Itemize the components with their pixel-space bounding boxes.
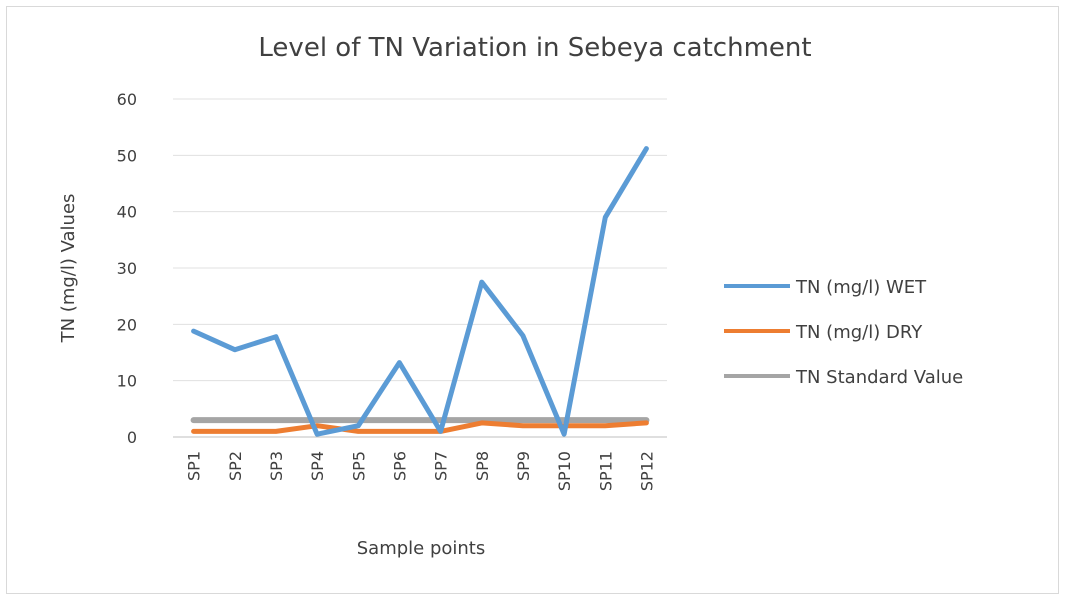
- x-tick-label: SP5: [349, 451, 368, 481]
- x-axis-title: Sample points: [357, 538, 486, 559]
- legend: TN (mg/l) WET TN (mg/l) DRY TN Standard Va…: [724, 277, 963, 388]
- x-tick-label: SP4: [308, 451, 327, 481]
- x-axis-ticks: SP1 SP2 SP3 SP4 SP5 SP6 SP7 SP8 SP9 SP10 SP11 SP12: [185, 451, 657, 491]
- legend-label: TN Standard Value: [795, 367, 963, 388]
- series-line-0: [191, 146, 649, 437]
- series-line-1: [191, 420, 649, 434]
- y-tick-label: 30: [117, 259, 137, 278]
- chart-title: Level of TN Variation in Sebeya catchmen…: [258, 33, 811, 63]
- chart-frame: [6, 6, 1059, 594]
- x-tick-label: SP9: [514, 451, 533, 481]
- x-tick-label: SP12: [637, 451, 656, 491]
- x-tick-label: SP2: [226, 451, 245, 481]
- x-tick-label: SP8: [473, 451, 492, 481]
- legend-label: TN (mg/l) WET: [795, 277, 927, 298]
- x-tick-label: SP6: [390, 451, 409, 481]
- y-tick-label: 0: [127, 428, 137, 447]
- legend-label: TN (mg/l) DRY: [795, 322, 923, 343]
- y-axis-title: TN (mg/l) Values: [58, 194, 79, 344]
- y-tick-label: 20: [117, 315, 137, 334]
- x-tick-label: SP11: [596, 451, 615, 491]
- y-axis-ticks: 0 10 20 30 40 50 60: [117, 90, 137, 447]
- y-tick-label: 50: [117, 146, 137, 165]
- series-lines: [190, 146, 650, 437]
- gridlines: [173, 98, 667, 438]
- x-tick-label: SP1: [185, 451, 204, 481]
- x-tick-label: SP7: [432, 451, 451, 481]
- y-tick-label: 40: [117, 203, 137, 222]
- y-tick-label: 60: [117, 90, 137, 109]
- y-tick-label: 10: [117, 372, 137, 391]
- x-tick-label: SP3: [267, 451, 286, 481]
- x-tick-label: SP10: [555, 451, 574, 491]
